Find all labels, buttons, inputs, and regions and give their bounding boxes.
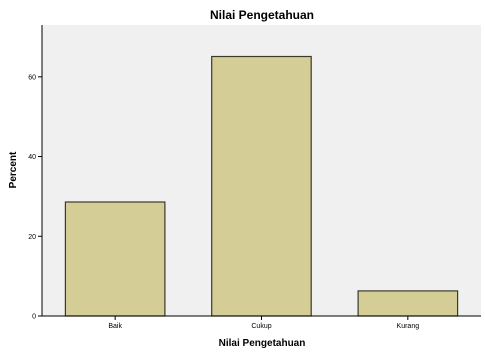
- chart-title: Nilai Pengetahuan: [210, 8, 314, 22]
- y-tick-label-40: 40: [28, 154, 36, 161]
- bars-layer: [64, 55, 459, 317]
- y-tick-label-20: 20: [28, 234, 36, 241]
- bar-baik: [64, 201, 166, 317]
- x-axis-label: Nilai Pengetahuan: [219, 338, 306, 349]
- bar-cukup: [211, 55, 312, 317]
- y-axis-label: Percent: [8, 151, 19, 188]
- y-ticks: 0 20 40 60: [28, 74, 42, 321]
- x-tick-label-cukup: Cukup: [251, 323, 271, 330]
- y-tick-label-0: 0: [32, 314, 36, 321]
- x-tick-label-baik: Baik: [108, 323, 122, 330]
- x-tick-label-kurang: Kurang: [397, 323, 420, 330]
- y-tick-label-60: 60: [28, 74, 36, 81]
- x-ticks: Baik Cukup Kurang: [108, 316, 419, 330]
- bar-kurang: [357, 290, 459, 317]
